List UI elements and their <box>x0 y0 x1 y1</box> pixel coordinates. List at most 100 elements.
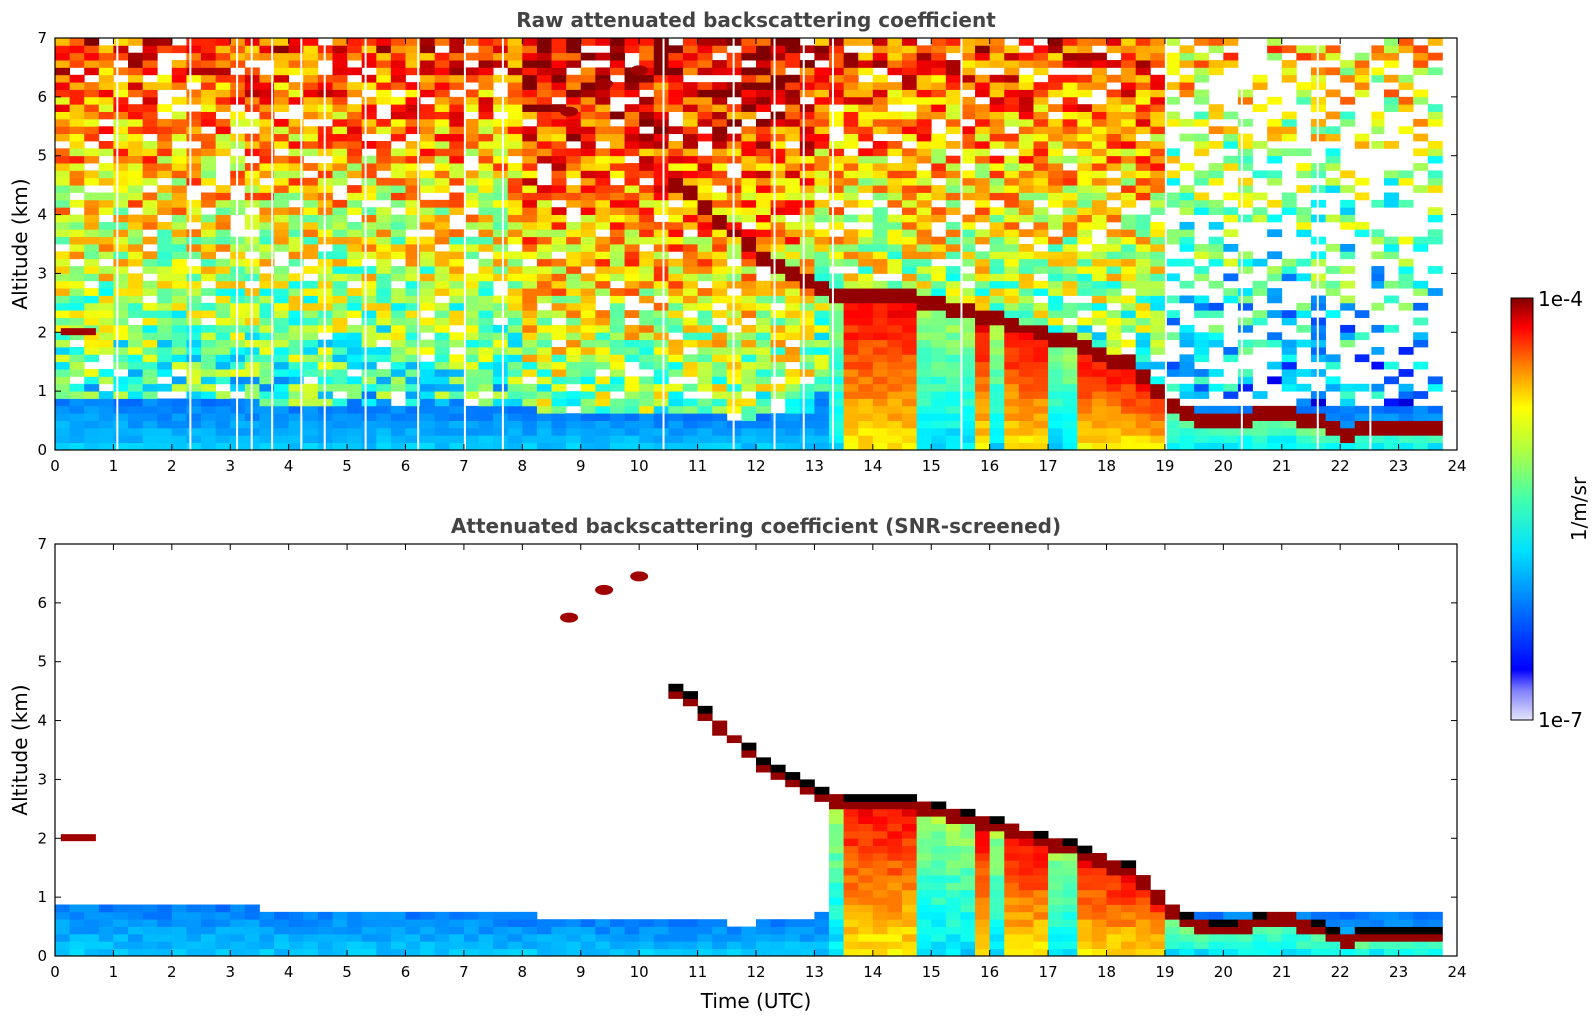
heatmap-cell <box>653 229 669 238</box>
heatmap-cell <box>507 221 523 230</box>
heatmap-cell <box>113 141 129 149</box>
heatmap-cell <box>814 67 830 76</box>
heatmap-cell <box>1194 427 1210 436</box>
heatmap-cell <box>1281 317 1297 326</box>
heatmap-cell <box>712 244 728 252</box>
heatmap-cell <box>551 207 567 215</box>
heatmap-cell <box>390 310 406 318</box>
heatmap-cell <box>230 948 246 956</box>
heatmap-cell <box>1018 133 1034 142</box>
heatmap-cell <box>405 82 421 90</box>
heatmap-cell <box>1237 295 1253 304</box>
heatmap-cell <box>1340 60 1356 68</box>
heatmap-cell <box>186 919 202 927</box>
heatmap-cell <box>98 74 114 83</box>
heatmap-cell <box>872 794 888 802</box>
heatmap-cell <box>931 324 947 333</box>
heatmap-cell <box>595 236 611 245</box>
heatmap-cell <box>288 118 304 127</box>
heatmap-cell <box>449 38 465 46</box>
heatmap-cell <box>113 442 129 450</box>
heatmap-cell <box>741 376 757 385</box>
heatmap-cell <box>902 442 918 450</box>
heatmap-cell <box>434 427 450 436</box>
heatmap-cell <box>1048 185 1064 193</box>
heatmap-cell <box>128 310 144 318</box>
heatmap-cell <box>580 941 596 950</box>
heatmap-cell <box>463 339 479 348</box>
heatmap-cell <box>931 413 947 421</box>
heatmap-cell <box>799 948 815 956</box>
heatmap-cell <box>361 442 377 450</box>
heatmap-cell <box>756 104 771 112</box>
heatmap-cell <box>405 236 421 245</box>
heatmap-cell <box>98 369 114 377</box>
heatmap-cell <box>931 185 947 193</box>
heatmap-cell <box>1018 310 1034 318</box>
heatmap-cell <box>493 919 509 927</box>
heatmap-cell <box>697 435 713 444</box>
heatmap-cell <box>449 361 465 370</box>
heatmap-cell <box>157 413 173 421</box>
heatmap-cell <box>872 332 888 341</box>
heatmap-cell <box>507 332 523 341</box>
heatmap-cell <box>945 435 961 444</box>
heatmap-cell <box>814 347 830 355</box>
heatmap-cell <box>288 354 304 363</box>
heatmap-cell <box>1062 60 1078 68</box>
heatmap-cell <box>449 177 465 186</box>
heatmap-cell <box>390 148 406 157</box>
heatmap-cell <box>887 347 903 355</box>
heatmap-cell <box>697 96 713 105</box>
heatmap-cell <box>770 361 786 370</box>
heatmap-cell <box>493 104 509 112</box>
heatmap-cell <box>1252 104 1268 112</box>
heatmap-cell <box>566 295 582 304</box>
heatmap-cell <box>420 435 436 444</box>
heatmap-cell <box>376 177 392 186</box>
heatmap-cell <box>434 280 450 289</box>
heatmap-cell <box>653 207 669 215</box>
heatmap-cell <box>609 941 625 950</box>
heatmap-cell <box>712 236 728 245</box>
heatmap-cell <box>1194 133 1210 142</box>
heatmap-cell <box>989 155 1005 164</box>
heatmap-cell <box>916 141 932 149</box>
heatmap-cell <box>843 919 859 927</box>
heatmap-cell <box>916 347 932 355</box>
heatmap-cell <box>478 369 494 377</box>
heatmap-cell <box>551 38 567 46</box>
heatmap-cell <box>1179 324 1195 333</box>
heatmap-cell <box>1033 361 1049 370</box>
heatmap-cell <box>916 435 932 444</box>
heatmap-cell <box>55 361 70 370</box>
heatmap-cell <box>1179 420 1195 429</box>
heatmap-cell <box>1062 155 1078 164</box>
heatmap-cell <box>390 133 406 142</box>
heatmap-cell <box>522 221 538 230</box>
heatmap-cell <box>1354 427 1370 436</box>
heatmap-cell <box>756 347 771 355</box>
heatmap-cell <box>361 52 377 61</box>
heatmap-cell <box>157 280 173 289</box>
heatmap-cell <box>434 288 450 296</box>
heatmap-cell <box>770 941 786 950</box>
heatmap-cell <box>1164 332 1180 341</box>
heatmap-cell <box>872 830 888 839</box>
heatmap-cell <box>55 163 70 171</box>
heatmap-cell <box>449 288 465 296</box>
heatmap-cell <box>1383 442 1399 450</box>
heatmap-cell <box>668 229 684 238</box>
heatmap-cell <box>449 948 465 956</box>
heatmap-cell <box>580 38 596 46</box>
heatmap-cell <box>1062 442 1078 450</box>
heatmap-cell <box>1223 347 1239 355</box>
heatmap-cell <box>829 376 845 385</box>
heatmap-cell <box>580 74 596 83</box>
heatmap-cell <box>1135 280 1151 289</box>
heatmap-cell <box>960 251 976 260</box>
heatmap-cell <box>361 244 377 252</box>
heatmap-cell <box>303 82 319 90</box>
heatmap-cell <box>814 794 830 802</box>
heatmap-cell <box>945 177 961 186</box>
